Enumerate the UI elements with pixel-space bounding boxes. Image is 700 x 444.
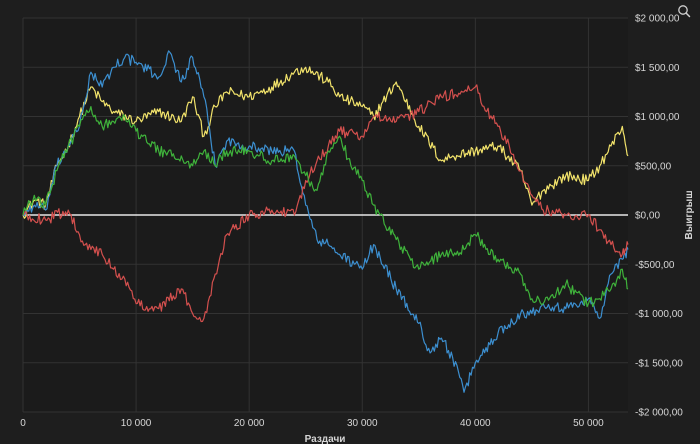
y-tick-label: $500,00: [635, 161, 672, 172]
y-tick-label: $1 500,00: [635, 63, 680, 74]
y-tick-label: $1 000,00: [635, 112, 680, 123]
y-tick-label: $0,00: [635, 211, 660, 222]
series-line-2: [22, 50, 629, 393]
x-tick-label: 30 000: [347, 418, 378, 429]
y-tick-label: -$1 500,00: [635, 358, 683, 369]
x-tick-label: 50 000: [573, 418, 604, 429]
y-axis-ticks: $2 000,00 $1 500,00 $1 000,00 $500,00 $0,00 -…: [635, 14, 683, 419]
x-tick-label: 0: [20, 418, 26, 429]
magnifier-icon: [678, 5, 691, 18]
zoom-button[interactable]: [678, 5, 691, 18]
y-tick-label: $2 000,00: [635, 14, 680, 25]
y-tick-label: -$1 000,00: [635, 309, 683, 320]
series-line-1: [22, 66, 629, 219]
x-tick-label: 20 000: [234, 418, 265, 429]
x-axis-title: Раздачи: [305, 434, 346, 444]
x-tick-label: 40 000: [460, 418, 491, 429]
x-tick-label: 10 000: [121, 418, 152, 429]
series-layer: [22, 50, 629, 393]
series-line-4: [22, 105, 629, 308]
x-axis-ticks: 0 10 000 20 000 30 000 40 000 50 000: [20, 418, 604, 429]
y-tick-label: -$2 000,00: [635, 408, 683, 419]
y-axis-title: Выигрыш: [684, 190, 695, 239]
y-tick-label: -$500,00: [635, 260, 675, 271]
